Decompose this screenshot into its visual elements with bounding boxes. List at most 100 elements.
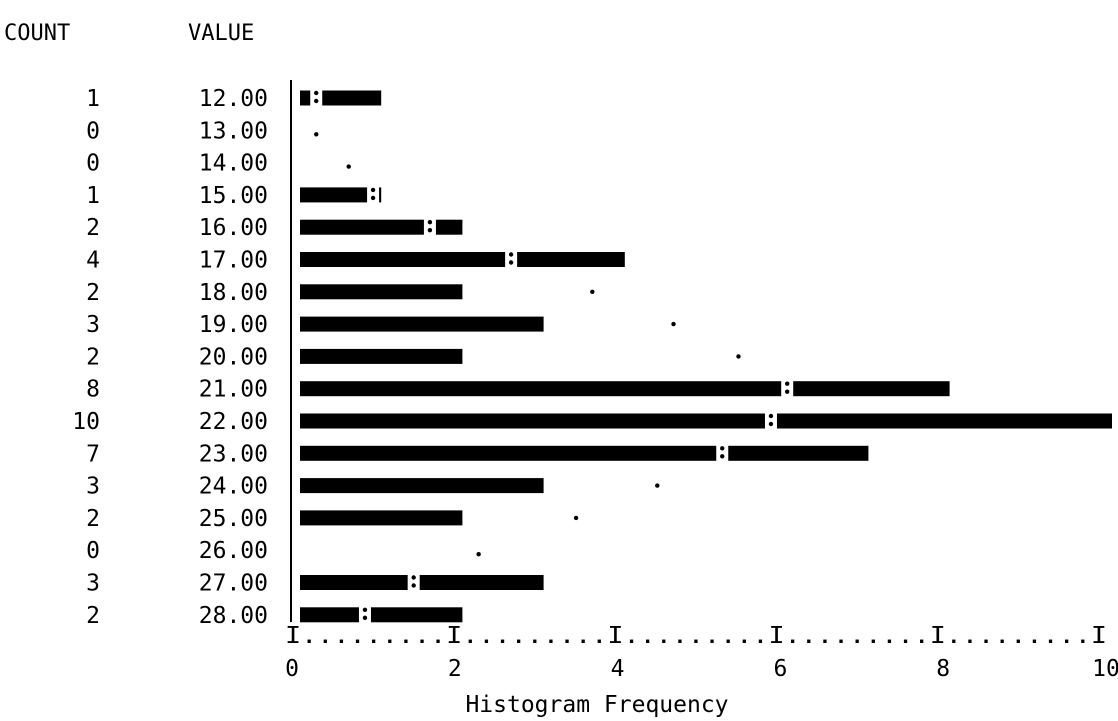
histogram-bar bbox=[300, 575, 408, 590]
row-value-label: 16.00 bbox=[199, 215, 268, 241]
expected-marker bbox=[370, 195, 376, 201]
histogram-row: 2 18.00 bbox=[86, 280, 595, 306]
x-tick-label: 8 bbox=[936, 656, 950, 682]
expected-marker bbox=[427, 228, 433, 233]
histogram-row: 1 12.00 bbox=[86, 86, 382, 112]
histogram-row: 8 21.00 bbox=[86, 377, 950, 403]
row-value-label: 26.00 bbox=[199, 538, 268, 564]
histogram-bar bbox=[300, 316, 544, 332]
histogram-bar bbox=[300, 219, 424, 235]
histogram-row: 2 20.00 bbox=[86, 344, 741, 370]
histogram-bar bbox=[300, 90, 311, 106]
histogram-bar bbox=[370, 607, 463, 623]
row-count-label: 10 bbox=[72, 409, 100, 435]
row-value-label: 20.00 bbox=[199, 344, 268, 370]
row-value-label: 15.00 bbox=[199, 183, 268, 209]
histogram-bar bbox=[419, 575, 544, 590]
row-value-label: 13.00 bbox=[199, 118, 268, 144]
expected-marker bbox=[476, 552, 481, 557]
expected-marker bbox=[590, 289, 595, 294]
row-count-label: 2 bbox=[86, 280, 100, 306]
expected-marker bbox=[720, 446, 725, 451]
row-count-label: 0 bbox=[86, 151, 100, 177]
row-value-label: 24.00 bbox=[199, 474, 268, 500]
expected-marker bbox=[671, 321, 676, 327]
x-tick-label: 4 bbox=[611, 656, 625, 682]
histogram-bar bbox=[300, 413, 765, 429]
histogram-row: 0 26.00 bbox=[86, 538, 481, 564]
row-count-label: 2 bbox=[86, 603, 100, 629]
row-count-label: 1 bbox=[86, 86, 100, 112]
row-count-label: 2 bbox=[86, 344, 100, 370]
row-value-label: 27.00 bbox=[199, 571, 268, 597]
row-value-label: 14.00 bbox=[199, 151, 268, 177]
histogram-row: 0 14.00 bbox=[86, 151, 351, 177]
histogram-row: 2 25.00 bbox=[86, 506, 579, 532]
histogram-row: 2 16.00 bbox=[86, 215, 463, 241]
expected-marker bbox=[508, 260, 514, 265]
histogram-row: 3 27.00 bbox=[86, 571, 544, 597]
histogram-bar bbox=[776, 413, 1112, 429]
expected-marker bbox=[573, 515, 579, 521]
expected-marker bbox=[411, 575, 416, 580]
row-value-label: 18.00 bbox=[199, 280, 268, 306]
expected-marker bbox=[362, 615, 368, 620]
row-value-label: 21.00 bbox=[199, 377, 268, 403]
histogram-bar bbox=[300, 607, 359, 623]
row-value-label: 22.00 bbox=[199, 409, 268, 435]
expected-marker bbox=[768, 413, 774, 419]
x-tick-label: 10 bbox=[1092, 656, 1118, 682]
row-value-label: 12.00 bbox=[199, 86, 268, 112]
row-value-label: 19.00 bbox=[199, 312, 268, 338]
row-count-label: 7 bbox=[86, 441, 100, 467]
expected-marker bbox=[427, 220, 433, 225]
x-axis-label: Histogram Frequency bbox=[465, 692, 728, 718]
expected-marker bbox=[411, 583, 416, 588]
histogram-bar bbox=[300, 252, 506, 267]
rows-layer: 1 12.000 13.000 14.001 15.002 16.004 17.002 18.… bbox=[72, 86, 1112, 629]
value-header: VALUE bbox=[188, 21, 254, 46]
row-count-label: 3 bbox=[86, 571, 100, 597]
histogram-row: 7 23.00 bbox=[86, 441, 869, 467]
histogram-row: 10 22.00 bbox=[72, 409, 1112, 435]
row-count-label: 8 bbox=[86, 377, 100, 403]
histogram-bar bbox=[517, 252, 625, 267]
histogram-row: 0 13.00 bbox=[86, 118, 319, 144]
histogram-row: 3 24.00 bbox=[86, 474, 660, 500]
row-count-label: 2 bbox=[86, 215, 100, 241]
row-value-label: 17.00 bbox=[199, 248, 268, 274]
histogram-bar bbox=[300, 478, 544, 494]
histogram-bar bbox=[300, 187, 368, 203]
row-count-label: 3 bbox=[86, 312, 100, 338]
expected-marker bbox=[314, 90, 319, 96]
histogram-bar bbox=[379, 187, 382, 203]
expected-marker bbox=[346, 164, 351, 169]
expected-marker bbox=[362, 607, 368, 612]
histogram-bar bbox=[300, 510, 463, 526]
expected-marker bbox=[768, 421, 774, 427]
row-value-label: 23.00 bbox=[199, 441, 268, 467]
count-header: COUNT bbox=[4, 21, 70, 46]
expected-marker bbox=[370, 187, 376, 193]
histogram-bar bbox=[793, 381, 950, 397]
histogram-bar bbox=[300, 348, 463, 364]
x-tick-label: 0 bbox=[285, 656, 299, 682]
row-count-label: 0 bbox=[86, 538, 100, 564]
row-count-label: 4 bbox=[86, 248, 100, 274]
histogram-bar bbox=[435, 219, 463, 235]
histogram-bar bbox=[300, 381, 782, 397]
histogram-row: 4 17.00 bbox=[86, 248, 625, 274]
row-count-label: 3 bbox=[86, 474, 100, 500]
expected-marker bbox=[314, 132, 319, 137]
expected-marker bbox=[736, 354, 741, 359]
histogram-row: 2 28.00 bbox=[86, 603, 463, 629]
x-ticks-layer: 0 2 4 6 8 10 bbox=[285, 656, 1118, 682]
expected-marker bbox=[314, 98, 319, 104]
row-count-label: 0 bbox=[86, 118, 100, 144]
expected-marker bbox=[785, 389, 790, 394]
expected-marker bbox=[508, 252, 514, 257]
histogram-bar bbox=[300, 445, 717, 461]
row-count-label: 2 bbox=[86, 506, 100, 532]
histogram-bar bbox=[728, 445, 869, 461]
